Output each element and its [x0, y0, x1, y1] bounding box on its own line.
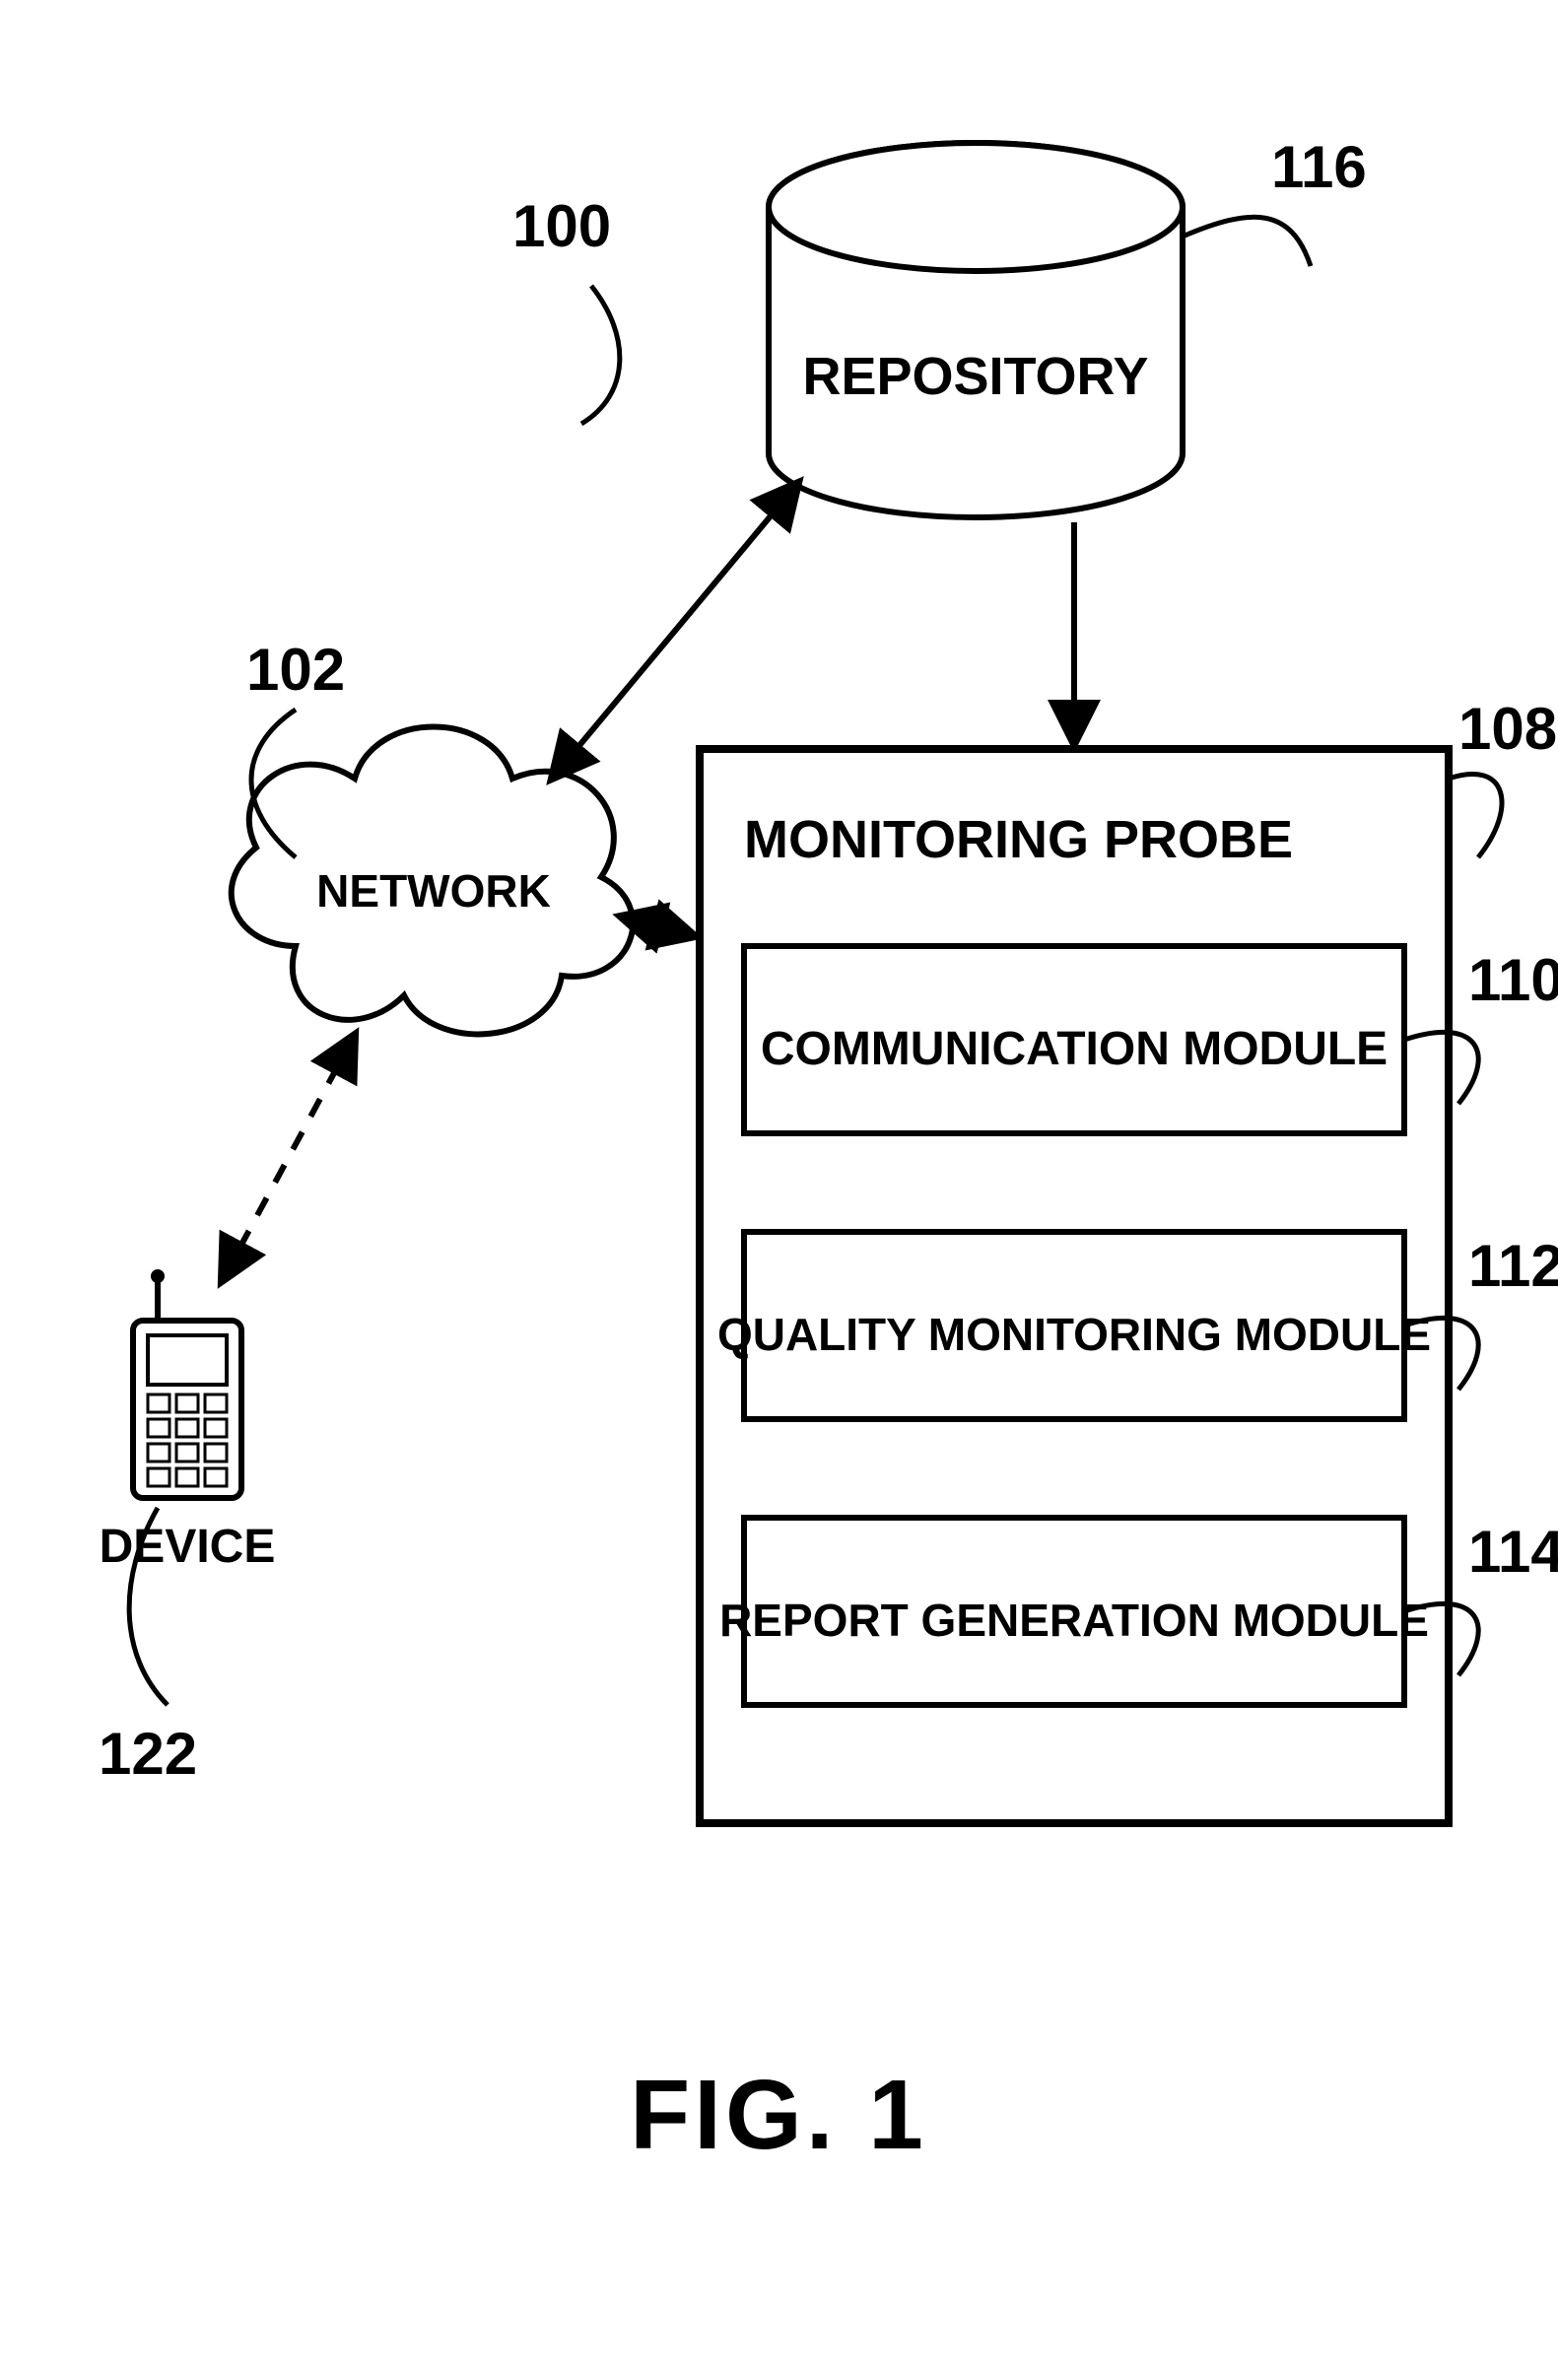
diagram-svg: 100 REPOSITORY 116 NETWORK 102	[0, 0, 1558, 2380]
probe-ref: 108	[1449, 696, 1557, 857]
figure-caption: FIG. 1	[630, 2060, 927, 2170]
probe-ref-number: 108	[1458, 696, 1557, 762]
module-2-ref-number: 114	[1468, 1519, 1558, 1585]
module-0-ref-number: 110	[1468, 947, 1558, 1013]
device-ref-number: 122	[99, 1721, 197, 1787]
module-2-label: REPORT GENERATION MODULE	[719, 1595, 1429, 1646]
module-0-label: COMMUNICATION MODULE	[761, 1023, 1388, 1075]
leader-100	[581, 286, 620, 424]
repository-label: REPOSITORY	[802, 347, 1148, 406]
overall-ref: 100	[512, 193, 620, 424]
device: DEVICE	[100, 1269, 276, 1573]
overall-ref-number: 100	[512, 193, 611, 259]
module-1-ref-number: 112	[1468, 1233, 1558, 1299]
module-communication: COMMUNICATION MODULE	[744, 946, 1404, 1133]
module-1-label: QUALITY MONITORING MODULE	[717, 1309, 1431, 1360]
network-ref-number: 102	[246, 637, 345, 703]
probe-title: MONITORING PROBE	[744, 810, 1293, 869]
network-cloud: NETWORK	[232, 727, 633, 1035]
edge-device-network	[222, 1035, 355, 1281]
module-quality: QUALITY MONITORING MODULE	[717, 1232, 1431, 1419]
device-label: DEVICE	[100, 1521, 276, 1573]
diagram-page: 100 REPOSITORY 116 NETWORK 102	[0, 0, 1558, 2380]
module-report: REPORT GENERATION MODULE	[719, 1518, 1429, 1705]
repository-ref: 116	[1183, 134, 1367, 266]
edge-repo-network	[552, 483, 798, 779]
repository: REPOSITORY	[769, 143, 1183, 517]
repository-ref-number: 116	[1271, 134, 1367, 200]
network-label: NETWORK	[316, 865, 551, 917]
monitoring-probe: MONITORING PROBE COMMUNICATION MODULE QU…	[700, 749, 1449, 1823]
